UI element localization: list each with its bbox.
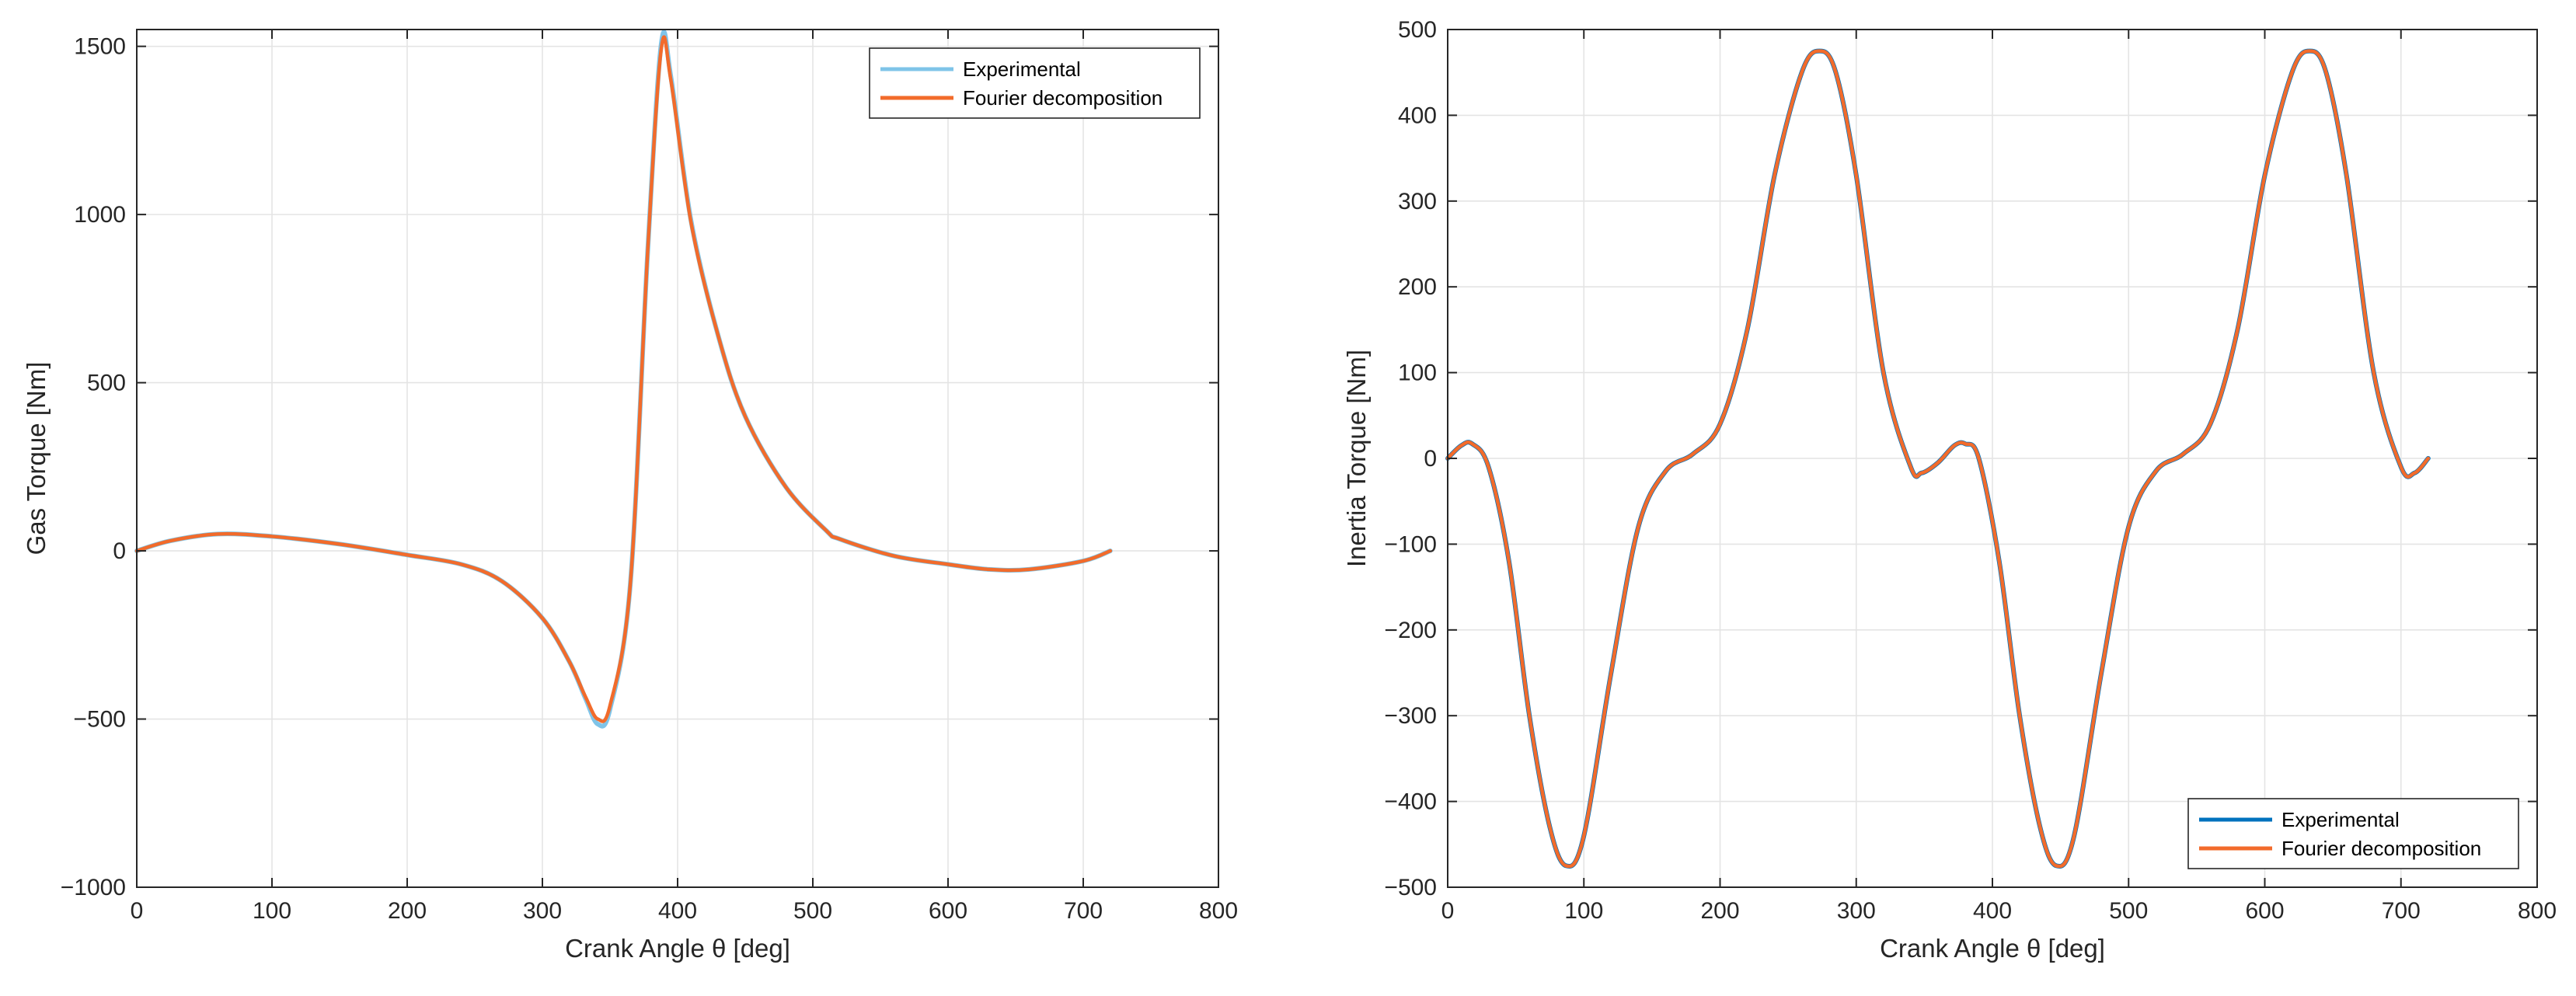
- legend-label-experimental: Experimental: [963, 57, 1081, 81]
- legend-box: [2187, 798, 2519, 869]
- x-tick-label: 800: [2518, 898, 2557, 924]
- x-tick-label: 0: [1441, 898, 1455, 924]
- x-tick-label: 400: [658, 898, 697, 924]
- gas-torque-chart: 0 100 200 300 400 500 600 700 800 −1000 −500 0 500 10…: [0, 0, 1274, 996]
- x-tick-label: 600: [929, 898, 967, 924]
- inertia-torque-chart: 0 100 200 300 400 500 600 700 800 −500 −400 −300 −20…: [1290, 0, 2576, 996]
- y-tick-label: 200: [1398, 274, 1437, 300]
- y-tick-label: 0: [1424, 446, 1437, 472]
- x-tick-label: 100: [1564, 898, 1603, 924]
- y-axis-label: Gas Torque [Nm]: [22, 362, 51, 555]
- legend-label-fourier: Fourier decomposition: [963, 86, 1163, 110]
- y-tick-label: −1000: [61, 875, 126, 900]
- x-tick-label: 200: [388, 898, 427, 924]
- x-tick-label: 600: [2245, 898, 2284, 924]
- x-tick-label: 100: [253, 898, 291, 924]
- x-tick-label: 300: [523, 898, 562, 924]
- y-tick-label: −300: [1384, 703, 1437, 729]
- x-tick-label: 800: [1199, 898, 1238, 924]
- y-tick-label: 500: [87, 371, 126, 396]
- x-tick-label: 400: [1973, 898, 2012, 924]
- y-tick-label: −100: [1384, 531, 1437, 557]
- y-axis-label: Inertia Torque [Nm]: [1342, 350, 1371, 567]
- y-tick-label: 100: [1398, 360, 1437, 386]
- legend-box: [869, 47, 1201, 119]
- inertia-torque-chart-svg: 0 100 200 300 400 500 600 700 800 −500 −400 −300 −20…: [1342, 17, 2557, 963]
- y-tick-label: 300: [1398, 189, 1437, 214]
- y-tick-label: 1000: [74, 202, 126, 228]
- x-tick-label: 200: [1700, 898, 1739, 924]
- x-tick-label: 0: [131, 898, 144, 924]
- legend-label-fourier: Fourier decomposition: [2281, 837, 2481, 860]
- x-tick-label: 700: [1064, 898, 1103, 924]
- x-tick-label: 300: [1837, 898, 1876, 924]
- y-tick-label: 0: [113, 538, 126, 564]
- y-tick-label: −500: [1384, 875, 1437, 900]
- series-line-fourier: [1445, 49, 2431, 869]
- gas-torque-chart-svg: 0 100 200 300 400 500 600 700 800 −1000 −500 0 500 10…: [22, 29, 1238, 963]
- x-axis-label: Crank Angle θ [deg]: [565, 934, 790, 963]
- y-tick-label: −200: [1384, 618, 1437, 643]
- x-tick-label: 500: [793, 898, 832, 924]
- x-tick-label: 500: [2109, 898, 2148, 924]
- x-tick-label: 700: [2382, 898, 2421, 924]
- x-axis-label: Crank Angle θ [deg]: [1880, 934, 2105, 963]
- y-tick-label: 500: [1398, 17, 1437, 43]
- y-tick-label: −500: [73, 707, 126, 733]
- series-line-fourier: [134, 35, 1113, 723]
- legend-label-experimental: Experimental: [2281, 808, 2400, 831]
- y-tick-label: −400: [1384, 789, 1437, 815]
- y-tick-label: 400: [1398, 103, 1437, 128]
- y-tick-label: 1500: [74, 34, 126, 60]
